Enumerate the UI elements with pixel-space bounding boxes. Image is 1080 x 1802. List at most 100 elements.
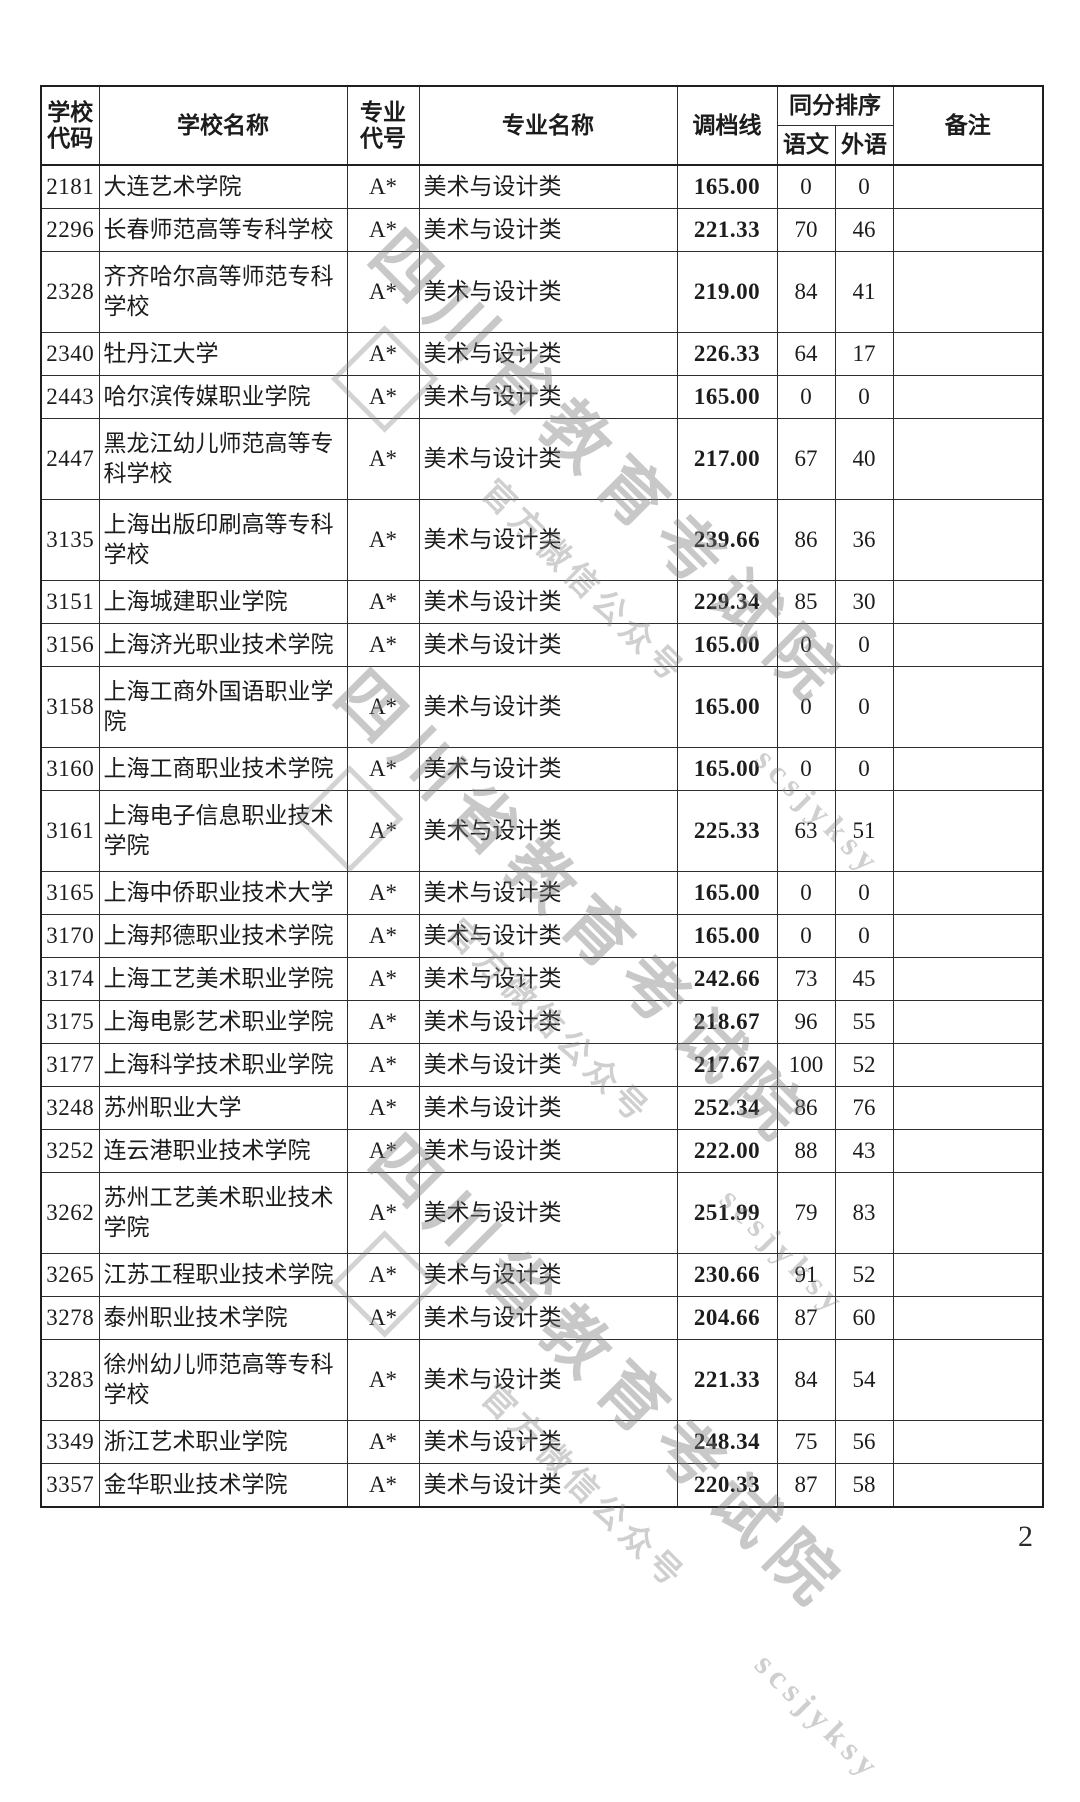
table-row: 3170 上海邦德职业技术学院 A* 美术与设计类 165.00 0 0 [40,914,1044,958]
cell-school-code: 3349 [40,1420,100,1464]
cell-major-code: A* [346,1463,420,1508]
cell-major-code: A* [346,1086,420,1130]
cell-cutoff-line: 165.00 [676,623,778,667]
cell-remark [892,499,1044,581]
cell-major-code: A* [346,1172,420,1254]
table-row: 2328 齐齐哈尔高等师范专科学校 A* 美术与设计类 219.00 84 41 [40,251,1044,333]
cell-school-name: 牡丹江大学 [98,332,348,376]
cell-foreign-rank: 52 [834,1253,894,1297]
cell-major-name: 美术与设计类 [418,164,678,209]
cell-foreign-rank: 43 [834,1129,894,1173]
cell-major-code: A* [346,623,420,667]
cell-school-name: 长春师范高等专科学校 [98,208,348,252]
cell-major-name: 美术与设计类 [418,332,678,376]
header-school-code: 学校代码 [40,85,100,166]
table-row: 3357 金华职业技术学院 A* 美术与设计类 220.33 87 58 [40,1463,1044,1508]
cell-chinese-rank: 0 [776,623,836,667]
cell-chinese-rank: 63 [776,790,836,872]
cell-remark [892,208,1044,252]
table-row: 3174 上海工艺美术职业学院 A* 美术与设计类 242.66 73 45 [40,957,1044,1001]
header-major-code: 专业代号 [346,85,420,166]
cell-remark [892,914,1044,958]
cell-school-code: 3170 [40,914,100,958]
cell-chinese-rank: 0 [776,914,836,958]
cell-major-code: A* [346,375,420,419]
cell-major-name: 美术与设计类 [418,375,678,419]
cell-chinese-rank: 79 [776,1172,836,1254]
table-row: 2296 长春师范高等专科学校 A* 美术与设计类 221.33 70 46 [40,208,1044,252]
cell-major-code: A* [346,251,420,333]
cell-school-name: 上海电影艺术职业学院 [98,1000,348,1044]
cell-remark [892,871,1044,915]
cell-school-name: 上海科学技术职业学院 [98,1043,348,1087]
cell-cutoff-line: 221.33 [676,208,778,252]
cell-school-name: 徐州幼儿师范高等专科学校 [98,1339,348,1421]
cell-remark [892,1339,1044,1421]
cell-foreign-rank: 45 [834,957,894,1001]
cell-chinese-rank: 0 [776,871,836,915]
cell-school-name: 苏州职业大学 [98,1086,348,1130]
cell-school-code: 3357 [40,1463,100,1508]
cell-school-name: 上海出版印刷高等专科学校 [98,499,348,581]
cell-cutoff-line: 219.00 [676,251,778,333]
cell-cutoff-line: 165.00 [676,914,778,958]
cell-chinese-rank: 84 [776,1339,836,1421]
cell-remark [892,747,1044,791]
cell-chinese-rank: 70 [776,208,836,252]
table-row: 3177 上海科学技术职业学院 A* 美术与设计类 217.67 100 52 [40,1043,1044,1087]
table-row: 3262 苏州工艺美术职业技术学院 A* 美术与设计类 251.99 79 83 [40,1172,1044,1254]
cell-school-name: 金华职业技术学院 [98,1463,348,1508]
header-major-name: 专业名称 [418,85,678,166]
table-row: 3248 苏州职业大学 A* 美术与设计类 252.34 86 76 [40,1086,1044,1130]
cell-major-name: 美术与设计类 [418,499,678,581]
cell-school-name: 泰州职业技术学院 [98,1296,348,1340]
cell-remark [892,1172,1044,1254]
cell-cutoff-line: 204.66 [676,1296,778,1340]
cell-school-code: 3278 [40,1296,100,1340]
cell-major-name: 美术与设计类 [418,914,678,958]
cell-major-code: A* [346,1296,420,1340]
cell-foreign-rank: 58 [834,1463,894,1508]
cell-cutoff-line: 229.34 [676,580,778,624]
cell-remark [892,375,1044,419]
header-foreign-language: 外语 [834,125,894,166]
cell-foreign-rank: 83 [834,1172,894,1254]
cell-foreign-rank: 0 [834,871,894,915]
cell-school-code: 3283 [40,1339,100,1421]
cell-remark [892,666,1044,748]
cell-school-name: 齐齐哈尔高等师范专科学校 [98,251,348,333]
cell-major-name: 美术与设计类 [418,1086,678,1130]
cell-school-name: 上海工艺美术职业学院 [98,957,348,1001]
table-row: 3175 上海电影艺术职业学院 A* 美术与设计类 218.67 96 55 [40,1000,1044,1044]
cell-remark [892,623,1044,667]
cell-remark [892,957,1044,1001]
cell-remark [892,1296,1044,1340]
cell-school-name: 江苏工程职业技术学院 [98,1253,348,1297]
cell-remark [892,1043,1044,1087]
cell-school-name: 上海城建职业学院 [98,580,348,624]
cell-chinese-rank: 84 [776,251,836,333]
cell-major-name: 美术与设计类 [418,957,678,1001]
cell-cutoff-line: 251.99 [676,1172,778,1254]
table-row: 2181 大连艺术学院 A* 美术与设计类 165.00 0 0 [40,164,1044,209]
cell-school-name: 哈尔滨传媒职业学院 [98,375,348,419]
cell-foreign-rank: 60 [834,1296,894,1340]
cell-school-code: 3158 [40,666,100,748]
cell-school-code: 3248 [40,1086,100,1130]
cell-chinese-rank: 86 [776,1086,836,1130]
cell-school-code: 3160 [40,747,100,791]
cell-school-code: 3161 [40,790,100,872]
cell-major-code: A* [346,580,420,624]
cell-remark [892,251,1044,333]
cell-remark [892,1129,1044,1173]
cell-foreign-rank: 0 [834,747,894,791]
cell-major-code: A* [346,1339,420,1421]
table-row: 2340 牡丹江大学 A* 美术与设计类 226.33 64 17 [40,332,1044,376]
table-row: 3135 上海出版印刷高等专科学校 A* 美术与设计类 239.66 86 36 [40,499,1044,581]
cell-cutoff-line: 230.66 [676,1253,778,1297]
page-number: 2 [1018,1520,1033,1553]
cell-foreign-rank: 0 [834,164,894,209]
cell-remark [892,164,1044,209]
cell-school-code: 3135 [40,499,100,581]
cell-cutoff-line: 239.66 [676,499,778,581]
